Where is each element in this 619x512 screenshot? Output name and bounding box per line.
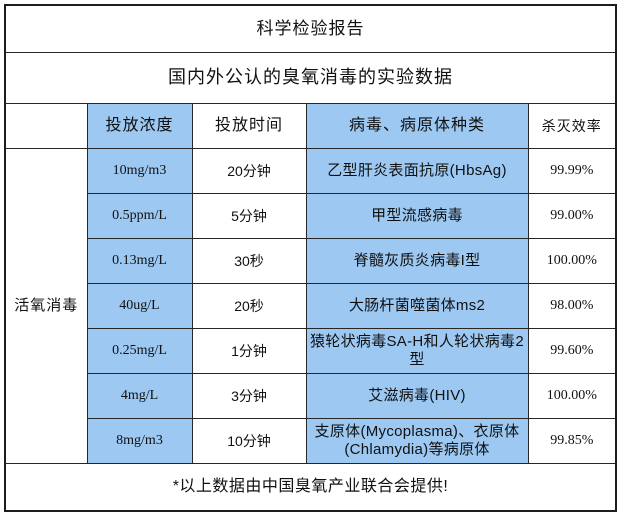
table-row: 40ug/L 20秒 大肠杆菌噬菌体ms2 98.00%: [5, 283, 617, 329]
row-group-label: 活氧消毒: [4, 148, 88, 464]
cell-concentration: 10mg/m3: [86, 148, 193, 194]
cell-efficiency: 99.99%: [527, 148, 617, 194]
cell-efficiency: 100.00%: [527, 238, 617, 284]
cell-species: 猿轮状病毒SA-H和人轮状病毒2型: [305, 328, 529, 374]
cell-duration: 10分钟: [191, 418, 307, 464]
cell-concentration: 8mg/m3: [86, 418, 193, 464]
cell-duration: 20分钟: [191, 148, 307, 194]
cell-species: 艾滋病毒(HIV): [305, 373, 529, 419]
cell-species: 大肠杆菌噬菌体ms2: [305, 283, 529, 329]
cell-species: 甲型流感病毒: [305, 193, 529, 239]
report-subtitle: 国内外公认的臭氧消毒的实验数据: [4, 52, 617, 104]
cell-duration: 20秒: [191, 283, 307, 329]
column-header-species: 病毒、病原体种类: [305, 103, 529, 149]
cell-efficiency: 100.00%: [527, 373, 617, 419]
column-header-duration: 投放时间: [191, 103, 307, 149]
cell-concentration: 0.5ppm/L: [86, 193, 193, 239]
table-row: 0.5ppm/L 5分钟 甲型流感病毒 99.00%: [5, 193, 617, 239]
subtitle-row: 国内外公认的臭氧消毒的实验数据: [4, 52, 617, 104]
footnote-row: *以上数据由中国臭氧产业联合会提供!: [4, 463, 617, 512]
cell-species: 乙型肝炎表面抗原(HbsAg): [305, 148, 529, 194]
cell-efficiency: 99.60%: [527, 328, 617, 374]
column-header-efficiency: 杀灭效率: [527, 103, 617, 149]
report-sheet: 科学检验报告 国内外公认的臭氧消毒的实验数据 投放浓度 投放时间 病毒、病原体种…: [4, 4, 618, 512]
header-corner-blank: [4, 103, 88, 149]
report-title: 科学检验报告: [4, 4, 617, 53]
cell-concentration: 4mg/L: [86, 373, 193, 419]
cell-duration: 30秒: [191, 238, 307, 284]
cell-efficiency: 99.85%: [527, 418, 617, 464]
cell-duration: 3分钟: [191, 373, 307, 419]
title-row: 科学检验报告: [4, 4, 617, 53]
table-row: 4mg/L 3分钟 艾滋病毒(HIV) 100.00%: [5, 373, 617, 419]
column-header-concentration: 投放浓度: [86, 103, 193, 149]
cell-species: 脊髓灰质炎病毒I型: [305, 238, 529, 284]
cell-concentration: 0.25mg/L: [86, 328, 193, 374]
table-header-row: 投放浓度 投放时间 病毒、病原体种类 杀灭效率: [4, 103, 617, 149]
cell-efficiency: 98.00%: [527, 283, 617, 329]
table-row: 活氧消毒 10mg/m3 20分钟 乙型肝炎表面抗原(HbsAg) 99.99%: [4, 148, 617, 464]
cell-concentration: 40ug/L: [86, 283, 193, 329]
cell-concentration: 0.13mg/L: [86, 238, 193, 284]
table-row: 8mg/m3 10分钟 支原体(Mycoplasma)、衣原体(Chlamydi…: [5, 418, 617, 464]
table-row: 0.25mg/L 1分钟 猿轮状病毒SA-H和人轮状病毒2型 99.60%: [5, 328, 617, 374]
ozone-disinfection-table: 科学检验报告 国内外公认的臭氧消毒的实验数据 投放浓度 投放时间 病毒、病原体种…: [4, 4, 618, 512]
table-row: 0.13mg/L 30秒 脊髓灰质炎病毒I型 100.00%: [5, 238, 617, 284]
cell-efficiency: 99.00%: [527, 193, 617, 239]
cell-duration: 1分钟: [191, 328, 307, 374]
cell-species: 支原体(Mycoplasma)、衣原体(Chlamydia)等病原体: [305, 418, 529, 464]
cell-duration: 5分钟: [191, 193, 307, 239]
report-footnote: *以上数据由中国臭氧产业联合会提供!: [4, 463, 617, 512]
